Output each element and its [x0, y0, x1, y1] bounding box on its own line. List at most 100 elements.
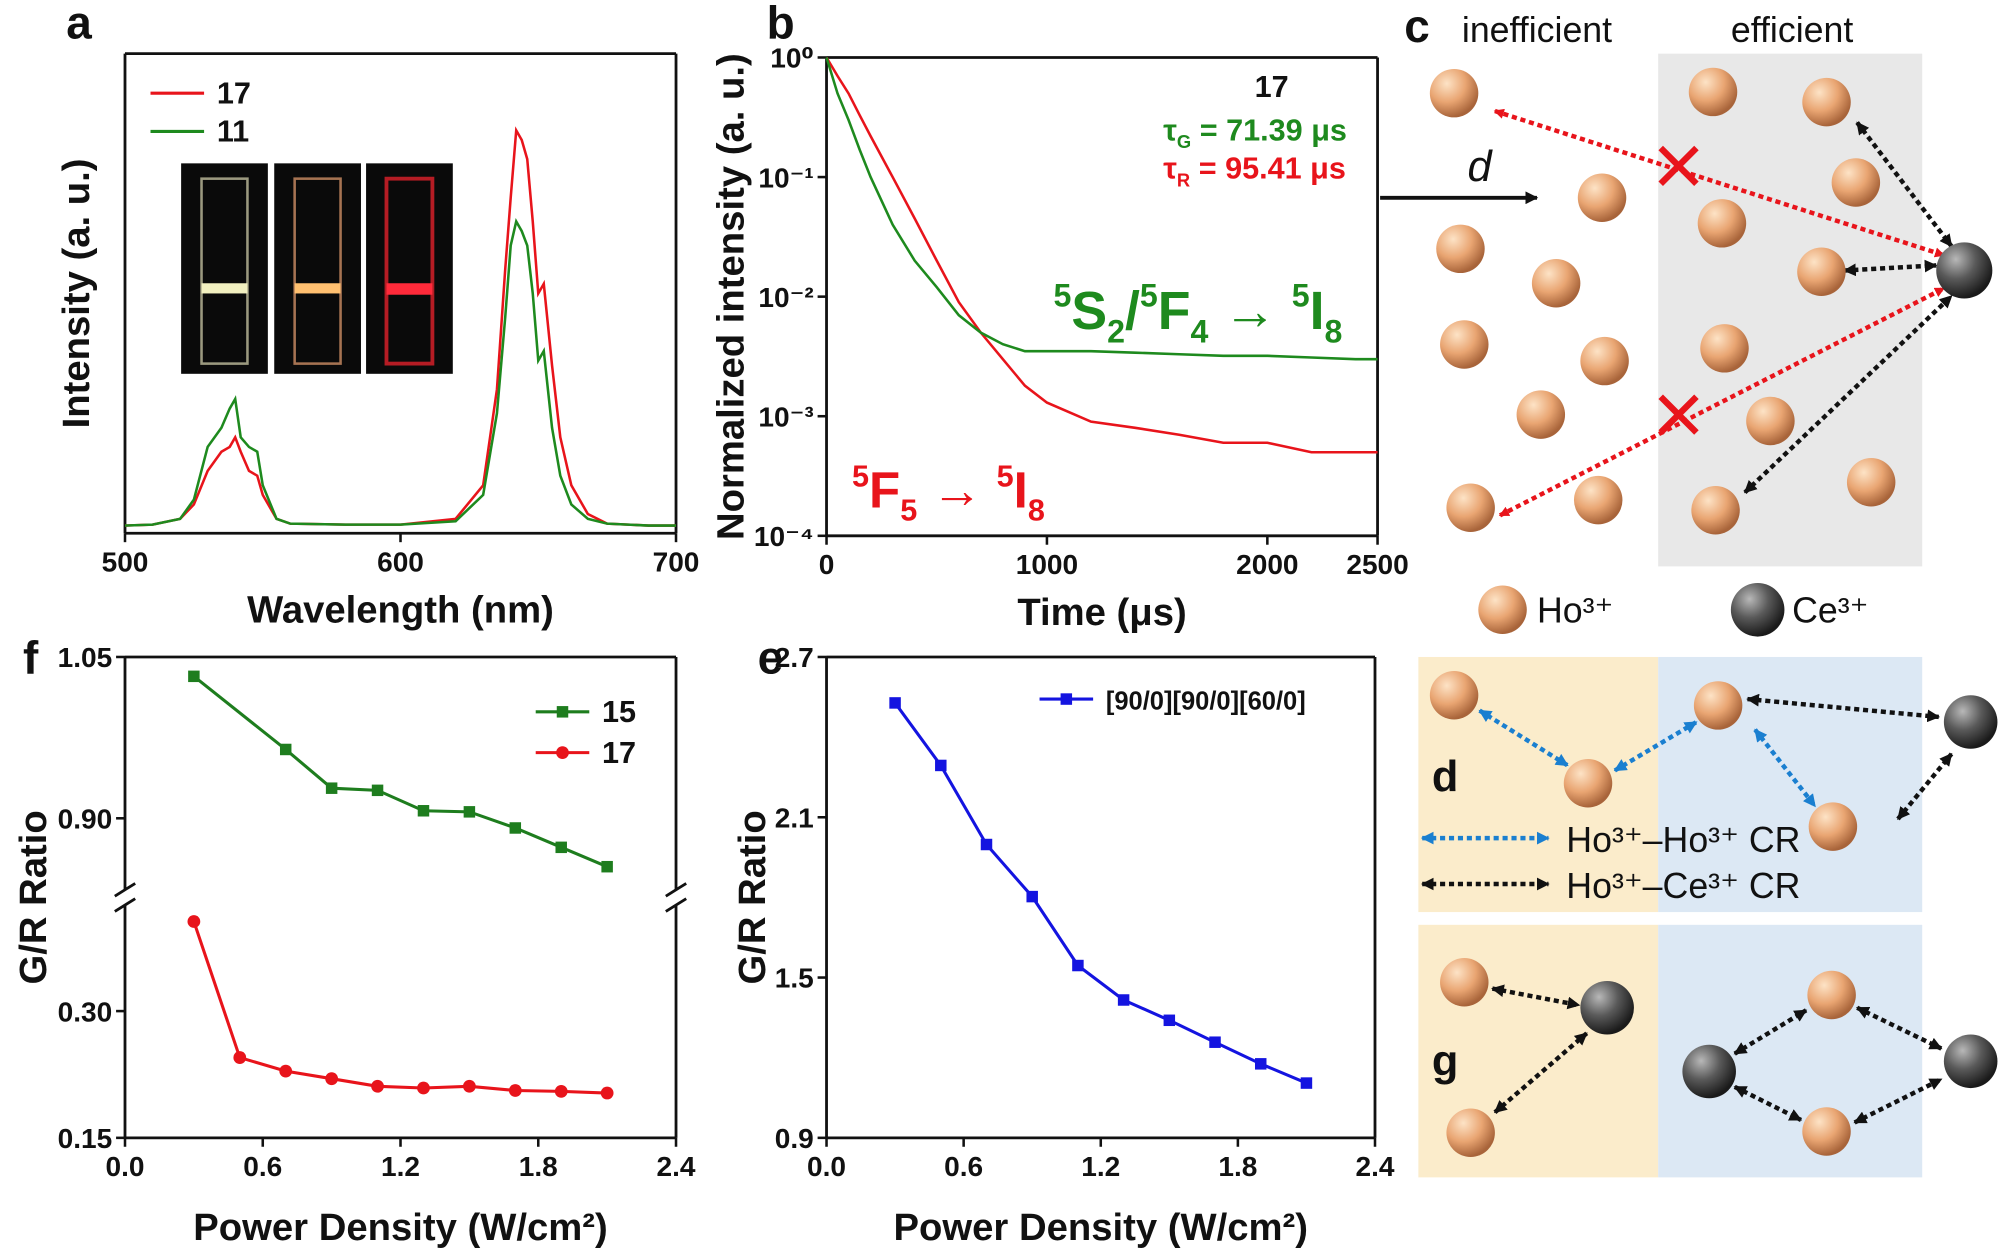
annotation-part: 8 [1325, 314, 1343, 350]
annotation-part: 5 [997, 459, 1014, 493]
transfer-arrow [1855, 1005, 1943, 1051]
annotation: τR = 95.41 μs [1163, 152, 1346, 191]
axis-break [114, 882, 136, 898]
legend-text: [90/0][90/0][60/0] [1106, 687, 1306, 715]
transfer-arrow [1733, 1008, 1808, 1056]
ho-ion [1691, 486, 1740, 535]
annotation-part: G [1177, 131, 1191, 152]
x-tick-label: 2.4 [1355, 1151, 1394, 1182]
ho-ion [1440, 320, 1489, 369]
transfer-arrow [1843, 259, 1938, 277]
x-axis-title: Power Density (W/cm²) [894, 1206, 1308, 1249]
annotation-part: 2 [1107, 314, 1125, 350]
x-tick-label: 600 [377, 547, 424, 578]
x-tick-label: 0.0 [106, 1151, 145, 1182]
transfer-arrow [1853, 1077, 1943, 1125]
data-point [1117, 994, 1130, 1006]
data-point [371, 784, 384, 797]
annotation-part: 5 [900, 493, 917, 527]
y-tick-label: 2.7 [775, 642, 814, 673]
legend-marker [556, 706, 569, 718]
ho-ion [1573, 475, 1623, 525]
y-tick-label: 1.05 [58, 642, 113, 673]
axis-break [665, 897, 687, 913]
annotation-part: R [1177, 169, 1190, 190]
ho-ion [1478, 585, 1527, 635]
data-point [1072, 959, 1084, 972]
ho-ion [1436, 224, 1485, 274]
ce-ion [1936, 242, 1993, 299]
distance-label: d [1468, 143, 1494, 191]
legend-text: Ce³⁺ [1792, 591, 1868, 631]
series-line [825, 57, 1378, 361]
annotation-part: 5 [1292, 278, 1310, 314]
ho-ion [1563, 759, 1613, 808]
legend-marker [556, 746, 569, 760]
ho-ion [1446, 483, 1495, 532]
x-tick-label: 2500 [1346, 549, 1408, 580]
ho-ion [1797, 247, 1846, 297]
legend-text: 11 [217, 115, 249, 149]
data-point [601, 860, 613, 873]
annotation: 5S2/5F4 → 5I8 [1054, 278, 1343, 350]
panel-label: b [767, 0, 795, 48]
blocked-mark [1658, 145, 1699, 187]
blocked-mark [1658, 394, 1699, 435]
annotation-part: I [1310, 282, 1325, 341]
ho-ion [1688, 67, 1738, 117]
x-tick-label: 1.2 [381, 1151, 420, 1182]
ce-ion [1682, 1044, 1736, 1099]
ce-ion [1943, 695, 1998, 749]
data-point [188, 670, 200, 683]
axis-break [114, 897, 136, 913]
annotation-part: τ [1163, 113, 1177, 147]
ho-ion [1429, 68, 1479, 118]
annotation-part: = 95.41 μs [1190, 152, 1346, 186]
x-tick-label: 1.8 [519, 1151, 558, 1182]
annotation-part: τ [1163, 152, 1177, 186]
transfer-arrow [1491, 984, 1581, 1010]
data-point [463, 1079, 476, 1093]
y-tick-label: 10⁻⁴ [754, 521, 814, 552]
ho-ion [1531, 259, 1581, 308]
data-point [1254, 1058, 1267, 1070]
annotation-part: / [1125, 282, 1140, 341]
data-point [554, 1084, 568, 1098]
ho-ion [1697, 199, 1747, 248]
annotation-part: → [917, 462, 996, 519]
ce-ion [1943, 1034, 1998, 1089]
ho-ion [1808, 802, 1858, 851]
x-tick-label: 0 [819, 549, 835, 580]
x-tick-label: 500 [102, 547, 149, 578]
panel-label: f [23, 632, 39, 684]
data-point [509, 822, 522, 834]
legend-text: Ho³⁺–Ce³⁺ CR [1566, 866, 1800, 906]
legend-text: Ho³⁺–Ho³⁺ CR [1566, 820, 1800, 860]
series-line [893, 702, 1308, 1085]
annotation-part: 8 [1028, 493, 1045, 527]
legend-marker [1060, 693, 1073, 705]
transfer-arrow [1855, 121, 1954, 248]
x-axis-title: Power Density (W/cm²) [193, 1206, 607, 1249]
data-point [279, 1064, 293, 1078]
annotation-part: F [869, 462, 900, 519]
x-tick-label: 1.8 [1218, 1151, 1257, 1182]
transfer-arrow [1753, 728, 1817, 808]
x-tick-label: 0.6 [243, 1151, 282, 1182]
ho-ion [1693, 681, 1743, 730]
series-line [124, 126, 677, 527]
data-point [600, 1086, 614, 1100]
y-tick-label: 10⁰ [770, 43, 813, 74]
data-point [980, 838, 993, 851]
region-title: inefficient [1462, 10, 1612, 50]
y-tick-label: 0.9 [775, 1123, 814, 1154]
data-point [325, 782, 338, 794]
ho-ion [1802, 77, 1851, 127]
y-axis-title: G/R Ratio [731, 810, 774, 984]
annotation-part: S [1071, 282, 1107, 341]
panel-label: g [1432, 1037, 1459, 1085]
ho-ion [1807, 970, 1856, 1020]
x-tick-label: 1000 [1016, 549, 1078, 580]
annotation-part: → [1208, 282, 1291, 341]
